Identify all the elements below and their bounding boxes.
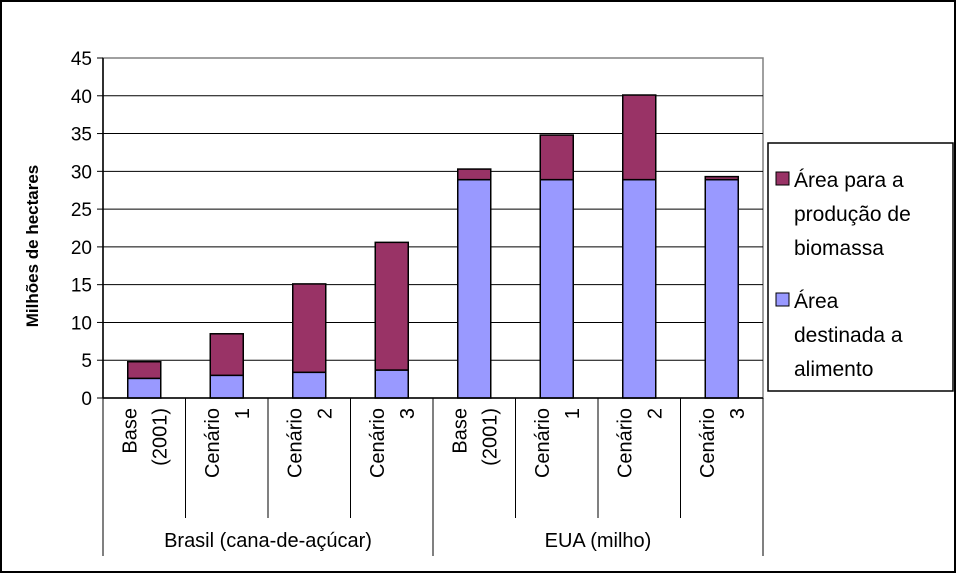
y-tick-label: 15 (71, 276, 92, 297)
x-category-label-line: 2 (314, 408, 336, 419)
x-category-label-line: (2001) (479, 408, 501, 466)
y-tick-label: 10 (71, 313, 92, 334)
x-category-label-line: 1 (232, 408, 254, 419)
bar-segment (127, 377, 162, 399)
legend-label: Área para a (794, 169, 904, 192)
bar-segment (457, 168, 492, 181)
x-category-label: Cenário 3 (697, 408, 749, 478)
y-tick-label: 30 (71, 162, 92, 183)
y-tick-label: 35 (71, 125, 92, 146)
bar-segment (539, 134, 574, 181)
bar-segment (209, 374, 244, 399)
legend-swatch (775, 292, 790, 307)
bar-segment (539, 178, 574, 399)
bar-segment (374, 369, 409, 399)
x-category-label: Cenário 2 (284, 408, 336, 478)
bar-segment (292, 371, 327, 399)
legend-label: biomassa (794, 237, 884, 260)
bar-segment (209, 333, 244, 377)
bar-segment (374, 241, 409, 371)
legend-label: Área (794, 290, 839, 313)
x-group-label: EUA (milho) (545, 530, 652, 552)
y-tick-label: 0 (81, 389, 92, 410)
x-category-label-line: Base (449, 408, 471, 454)
legend-box (767, 142, 954, 392)
y-tick-label: 45 (71, 49, 92, 70)
bar-segment (292, 283, 327, 374)
x-category-label-line: Cenário (532, 408, 554, 478)
x-category-label: Base (2001) (449, 408, 501, 466)
x-category-label-line: Cenário (284, 408, 306, 478)
legend-label: destinada a (794, 324, 903, 347)
x-category-label-line: 2 (644, 408, 666, 419)
x-category-label-line: Cenário (697, 408, 719, 478)
y-axis-title: Milhões de hectares (23, 165, 42, 328)
legend-swatch (775, 171, 790, 186)
bar-segment (622, 94, 657, 181)
x-category-label-line: (2001) (149, 408, 171, 466)
bar-segment (127, 360, 162, 380)
x-category-label-line: 3 (727, 408, 749, 419)
legend-label: alimento (794, 358, 873, 381)
x-category-label-line: Cenário (202, 408, 224, 478)
x-group-label: Brasil (cana-de-açúcar) (164, 530, 372, 552)
bars (127, 94, 739, 399)
x-category-label-line: 3 (397, 408, 419, 419)
legend-label: produção de (794, 203, 911, 226)
x-category-label-line: Cenário (614, 408, 636, 478)
x-category-label: Cenário 1 (202, 408, 254, 478)
bar-segment (704, 175, 739, 181)
x-category-label: Base (2001) (119, 408, 171, 466)
x-category-label: Cenário 2 (614, 408, 666, 478)
x-category-label-line: Base (119, 408, 141, 454)
y-tick-label: 5 (81, 351, 92, 372)
bar-segment (457, 178, 492, 399)
x-category-label: Cenário 3 (367, 408, 419, 478)
legend: Área para a produção de biomassa Área destin… (767, 142, 954, 392)
x-category-label: Cenário 1 (532, 408, 584, 478)
x-category-label-line: Cenário (367, 408, 389, 478)
x-category-label-line: 1 (562, 408, 584, 419)
y-tick-label: 40 (71, 87, 92, 108)
y-tick-label: 20 (71, 238, 92, 259)
bar-segment (704, 178, 739, 399)
y-tick-label: 25 (71, 200, 92, 221)
bar-segment (622, 178, 657, 399)
